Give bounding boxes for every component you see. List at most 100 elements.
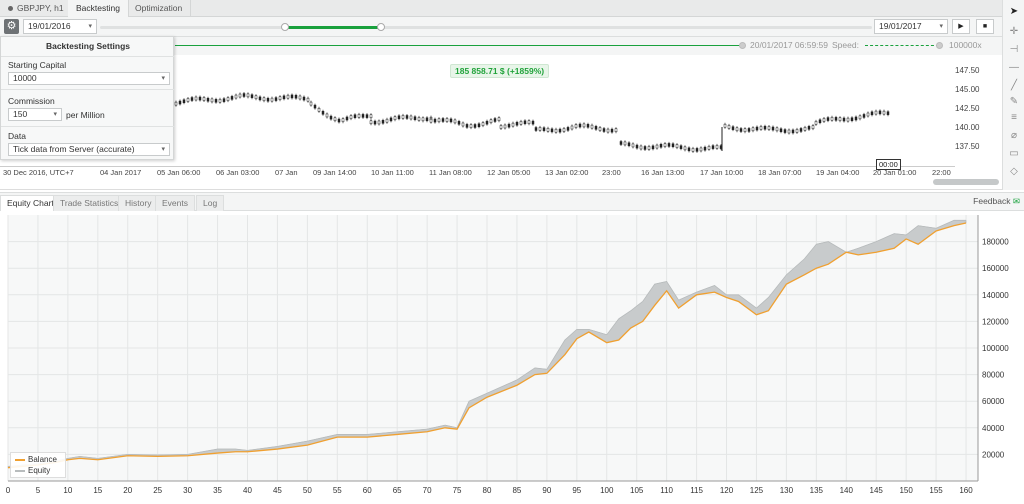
chevron-down-icon: ▾ [161, 146, 165, 153]
candle-body [807, 126, 811, 130]
speed-slider-handle[interactable] [936, 42, 943, 49]
horizontal-scrollbar[interactable] [933, 179, 999, 185]
crosshair-icon[interactable]: ✛ [1009, 26, 1019, 37]
legend-swatch [15, 458, 25, 461]
candle-body [723, 123, 727, 128]
candle-body [691, 148, 695, 152]
divider [1, 126, 175, 127]
candle-body [826, 117, 830, 121]
price-label: 137.50 [955, 142, 980, 151]
start-date-picker[interactable]: 19/01/2016 ▾ [23, 19, 97, 34]
candle-body [321, 111, 325, 115]
candle-body [274, 97, 278, 101]
commission-unit: per Million [66, 110, 105, 120]
tab-history[interactable]: History [118, 195, 159, 212]
candle-body [606, 128, 610, 133]
tab-symbol[interactable]: GBPJPY, h1 [0, 0, 73, 17]
candle-body [246, 93, 250, 98]
candle-body [421, 117, 425, 122]
starting-capital-field[interactable]: 10000 ▾ [8, 72, 170, 85]
pencil-icon[interactable]: ✎ [1009, 96, 1019, 107]
candle-body [270, 97, 274, 102]
candle-body [570, 125, 574, 130]
candle-body [230, 96, 234, 100]
candle-body [631, 143, 635, 148]
stop-icon: ■ [982, 23, 988, 30]
candle-body [377, 120, 381, 125]
cursor-arrow-icon[interactable]: ➤ [1009, 6, 1019, 17]
candle-body [787, 129, 791, 134]
candle-body [437, 118, 441, 123]
horizontal-line-icon[interactable]: — [1009, 62, 1019, 73]
starting-capital-value: 10000 [13, 73, 37, 83]
candle-body [731, 126, 735, 130]
candle-body [858, 115, 862, 120]
fibonacci-icon[interactable]: ≡ [1011, 112, 1017, 123]
tab-backtesting[interactable]: Backtesting [68, 0, 129, 17]
commission-field[interactable]: 150 ▾ [8, 108, 62, 121]
pnl-badge: 185 858.71 $ (+1859%) [450, 64, 550, 78]
candle-body [695, 148, 699, 152]
candle-body [389, 117, 393, 122]
equity-line [7, 219, 967, 467]
play-button[interactable]: ▶ [952, 19, 970, 34]
candle-body [234, 94, 238, 99]
candle-body [582, 123, 586, 128]
more-tools-icon[interactable]: ◇ [1010, 166, 1018, 177]
end-date-picker[interactable]: 19/01/2017 ▾ [874, 19, 948, 34]
candle-body [619, 141, 623, 145]
candle-body [594, 126, 598, 130]
comment-icon[interactable]: ▭ [1009, 148, 1019, 159]
price-label: 147.50 [955, 66, 980, 75]
y-tick-label: 60000 [982, 397, 1005, 406]
tab-optimization[interactable]: Optimization [127, 0, 192, 17]
candle-body [590, 124, 594, 129]
tab-log[interactable]: Log [196, 195, 225, 212]
tab-events[interactable]: Events [155, 195, 195, 212]
speed-slider-track [865, 45, 939, 46]
data-label: Data [8, 131, 26, 141]
range-start-handle[interactable] [281, 23, 289, 31]
date-range-slider[interactable] [100, 23, 872, 31]
candle-body [803, 127, 807, 131]
candle-body [667, 143, 671, 147]
candle-body [469, 124, 473, 128]
candle-body [795, 129, 799, 133]
price-label: 142.50 [955, 104, 980, 113]
candle-body [818, 119, 822, 124]
candle-body [751, 127, 755, 132]
ruler-icon[interactable]: ⊣ [1009, 44, 1019, 55]
chevron-down-icon: ▾ [88, 23, 92, 30]
candle-body [627, 142, 631, 147]
equity-chart[interactable]: 0 5 10 15 20 25 30 35 40 45 50 55 60 65 70 75 80 85 90 95 10… [0, 211, 1024, 504]
x-tick-label: 150 [899, 486, 913, 495]
trend-line-icon[interactable]: ╱ [1010, 80, 1018, 91]
y-tick-label: 160000 [982, 264, 1009, 273]
x-tick-label: 65 [393, 486, 402, 495]
candle-body [655, 144, 659, 149]
gear-icon[interactable]: ⚙ [4, 19, 19, 34]
tab-equity-chart[interactable]: Equity Chart [0, 195, 61, 212]
candle-body [214, 99, 218, 103]
backtesting-settings-panel: Backtesting Settings Starting Capital 10… [0, 36, 175, 160]
range-end-handle[interactable] [377, 23, 385, 31]
candle-body [433, 118, 437, 123]
candle-body [878, 110, 882, 115]
balance-line [7, 222, 967, 469]
candle-body [477, 123, 481, 128]
feedback-link[interactable]: Feedback ✉ [973, 196, 1020, 207]
x-tick-label: 70 [423, 486, 432, 495]
x-tick-label: 30 [183, 486, 192, 495]
stop-button[interactable]: ■ [976, 19, 994, 34]
progress-handle[interactable] [739, 42, 746, 49]
tab-trade-statistics[interactable]: Trade Statistics [53, 195, 126, 212]
candle-body [202, 97, 206, 101]
legend-item-balance: Balance [15, 455, 57, 464]
candle-body [198, 96, 202, 101]
candlestick-series [174, 92, 890, 153]
shape-icon[interactable]: ⌀ [1010, 130, 1018, 141]
candle-body [441, 118, 445, 122]
data-source-select[interactable]: Tick data from Server (accurate) ▾ [8, 143, 170, 156]
candle-body [282, 95, 286, 100]
candle-body [727, 125, 731, 129]
